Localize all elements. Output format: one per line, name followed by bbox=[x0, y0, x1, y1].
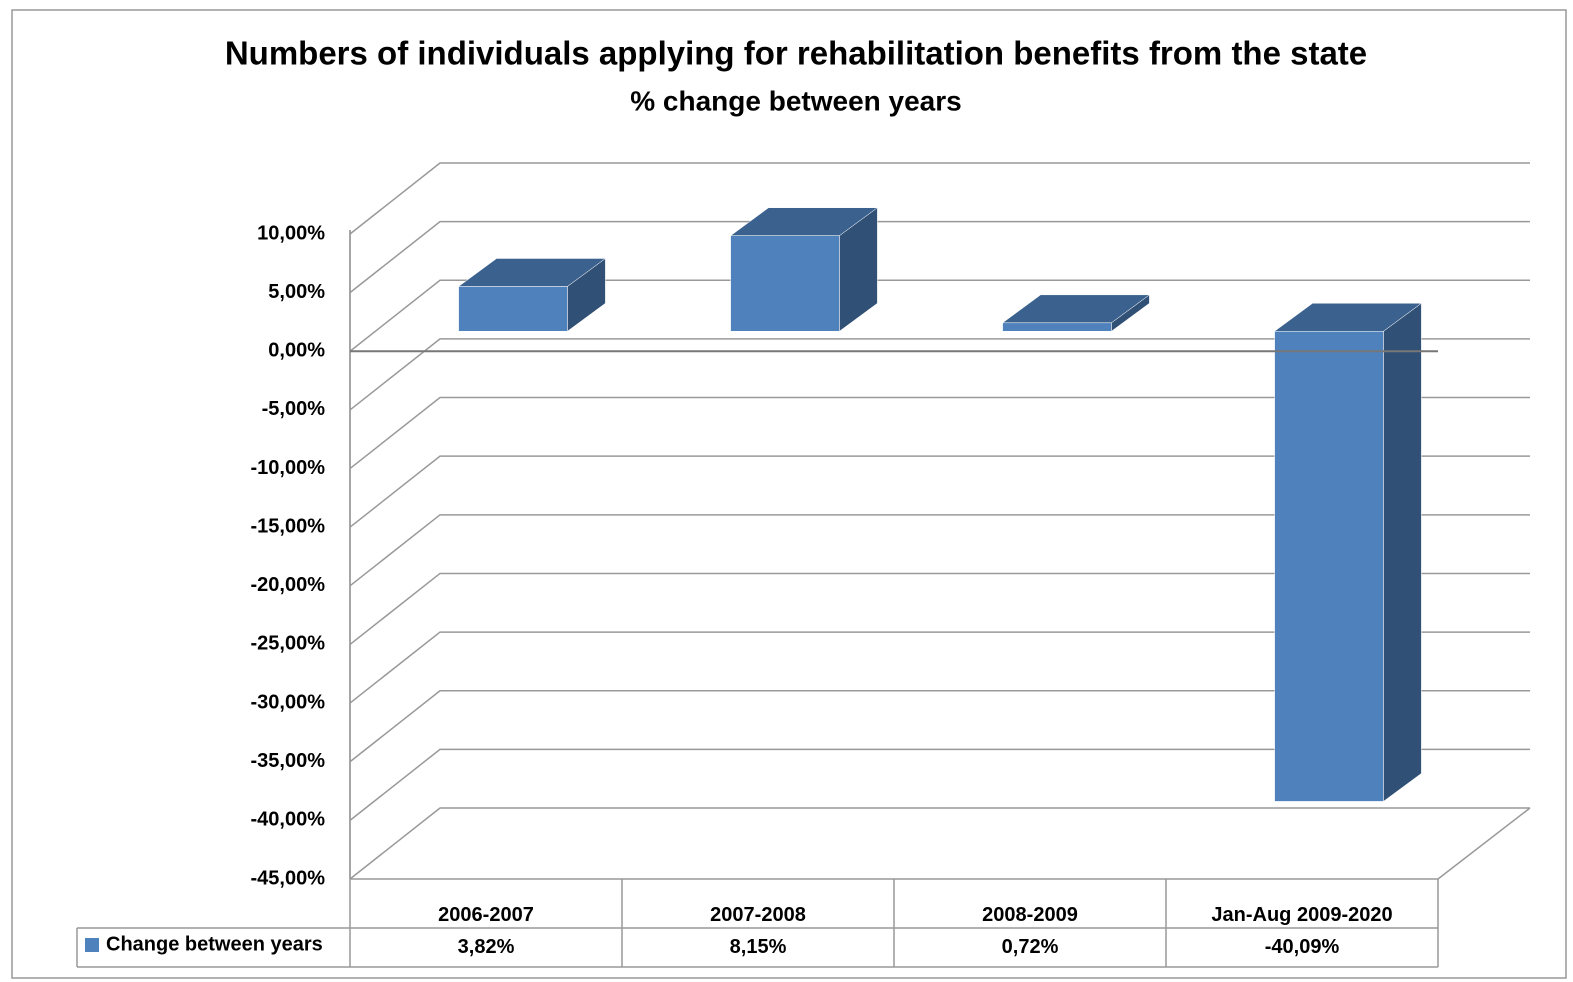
legend-key bbox=[85, 938, 99, 952]
grid-line bbox=[349, 748, 1530, 821]
grid-line bbox=[349, 396, 1530, 470]
x-tick-label: 2008-2009 bbox=[982, 904, 1078, 926]
y-tick-label: -15,00% bbox=[251, 515, 326, 537]
chart-title: Numbers of individuals applying for reha… bbox=[225, 35, 1367, 72]
grid-line bbox=[349, 572, 1530, 646]
grid-line bbox=[349, 514, 1530, 587]
bar bbox=[1274, 331, 1384, 802]
chart-subtitle: % change between years bbox=[630, 85, 961, 116]
grid-line bbox=[349, 689, 1530, 763]
y-tick-label: -25,00% bbox=[251, 633, 326, 655]
grid-line bbox=[349, 220, 1530, 294]
y-tick-label: -20,00% bbox=[251, 574, 326, 596]
grid-line bbox=[349, 807, 1530, 880]
x-tick-label: Jan-Aug 2009-2020 bbox=[1211, 904, 1392, 926]
value-label: 0,72% bbox=[1002, 936, 1059, 958]
grid-line bbox=[349, 279, 1530, 352]
x-tick-label: 2006-2007 bbox=[438, 904, 534, 926]
x-tick-label: 2007-2008 bbox=[710, 904, 806, 926]
value-label: 8,15% bbox=[730, 936, 787, 958]
y-tick-label: -45,00% bbox=[251, 867, 326, 889]
y-tick-label: -35,00% bbox=[251, 750, 326, 772]
grid-line bbox=[349, 338, 1530, 411]
bar bbox=[1002, 322, 1112, 332]
grid-line bbox=[349, 162, 1530, 235]
y-tick-label: 5,00% bbox=[268, 281, 325, 303]
y-tick-label: -10,00% bbox=[251, 457, 326, 479]
grid-line bbox=[349, 631, 1530, 704]
value-label: -40,09% bbox=[1265, 936, 1340, 958]
grid-line bbox=[349, 455, 1530, 528]
y-tick-label: -40,00% bbox=[251, 809, 326, 831]
bar-side bbox=[1383, 302, 1422, 802]
value-label: 3,82% bbox=[458, 936, 515, 958]
bar bbox=[458, 286, 568, 332]
y-tick-label: 0,00% bbox=[268, 340, 325, 362]
y-tick-label: -30,00% bbox=[251, 691, 326, 713]
bar bbox=[730, 235, 840, 332]
y-tick-label: 10,00% bbox=[257, 222, 325, 244]
legend-label: Change between years bbox=[106, 933, 323, 955]
y-tick-label: -5,00% bbox=[262, 398, 326, 420]
